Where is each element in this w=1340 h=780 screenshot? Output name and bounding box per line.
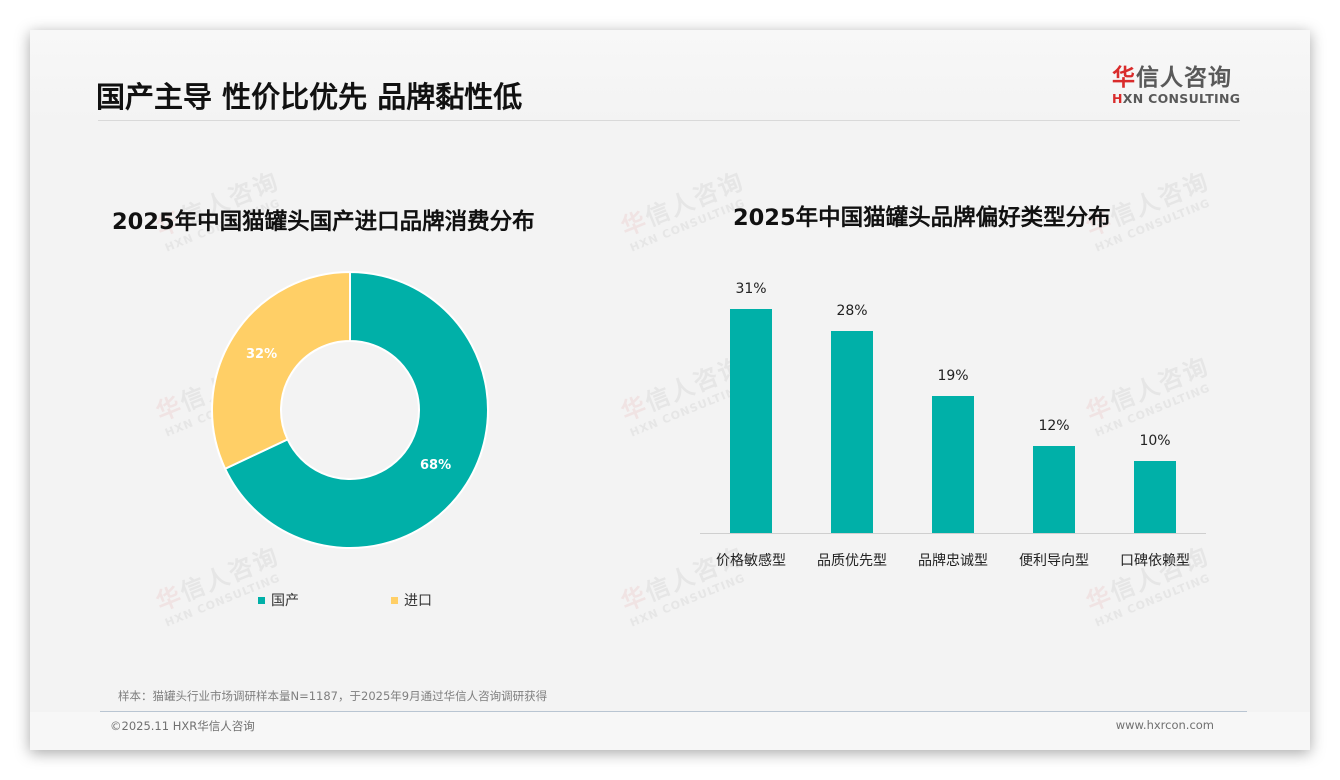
legend-swatch-import (391, 596, 398, 604)
bar-value-label: 28% (836, 302, 868, 319)
website-link[interactable]: www.hxrcon.com (1115, 718, 1214, 732)
footer-band (30, 712, 1310, 750)
donut-label-domestic: 68% (420, 458, 452, 473)
donut-chart (211, 270, 489, 549)
copyright-text: ©2025.11 HXR华信人咨询 (110, 719, 255, 733)
logo-en-rest: XN CONSULTING (1122, 91, 1241, 106)
legend-label-domestic: 国产 (271, 593, 299, 609)
logo-en-accent: H (1112, 91, 1123, 106)
bar-chart-title: 2025年中国猫罐头品牌偏好类型分布 (733, 205, 1111, 231)
footer-divider (100, 711, 1247, 712)
logo-cn-accent: 华 (1112, 65, 1136, 91)
bar-chart-baseline (700, 533, 1206, 534)
bar-value-label: 31% (735, 280, 767, 297)
bar-category-label: 便利导向型 (1019, 553, 1089, 569)
bar-category-label: 价格敏感型 (716, 553, 786, 569)
header-band (30, 30, 1310, 120)
donut-label-import: 32% (246, 347, 278, 362)
header-divider (98, 120, 1240, 121)
legend-swatch-domestic (258, 596, 265, 604)
bar (831, 330, 873, 533)
donut-legend: 国产 进口 (258, 590, 432, 610)
page-title: 国产主导 性价比优先 品牌黏性低 (96, 80, 523, 114)
legend-item-domestic: 国产 (258, 590, 299, 610)
brand-logo: 华信人咨询 HXN CONSULTING (1112, 64, 1242, 106)
donut-slice-import (211, 270, 351, 471)
bar-category-label: 品质优先型 (817, 553, 887, 569)
legend-item-import: 进口 (391, 590, 432, 610)
donut-chart-title: 2025年中国猫罐头国产进口品牌消费分布 (112, 209, 535, 235)
bar-category-label: 口碑依赖型 (1120, 553, 1190, 569)
bar-value-label: 10% (1139, 432, 1171, 449)
sample-note: 样本：猫罐头行业市场调研样本量N=1187，于2025年9月通过华信人咨询调研获… (118, 689, 548, 703)
donut-slice-domestic (223, 270, 489, 549)
slide: 国产主导 性价比优先 品牌黏性低 华信人咨询 HXN CONSULTING 华信… (30, 30, 1310, 750)
bar-value-label: 19% (937, 367, 969, 384)
bar-value-label: 12% (1038, 418, 1070, 435)
bar-category-label: 品牌忠诚型 (918, 553, 988, 569)
bar (1033, 446, 1075, 533)
logo-en: HXN CONSULTING (1112, 92, 1242, 106)
bar (1134, 460, 1176, 533)
bar (932, 395, 974, 533)
legend-label-import: 进口 (404, 593, 432, 609)
bar (730, 308, 772, 533)
logo-cn-rest: 信人咨询 (1136, 65, 1232, 91)
logo-cn: 华信人咨询 (1112, 64, 1242, 92)
